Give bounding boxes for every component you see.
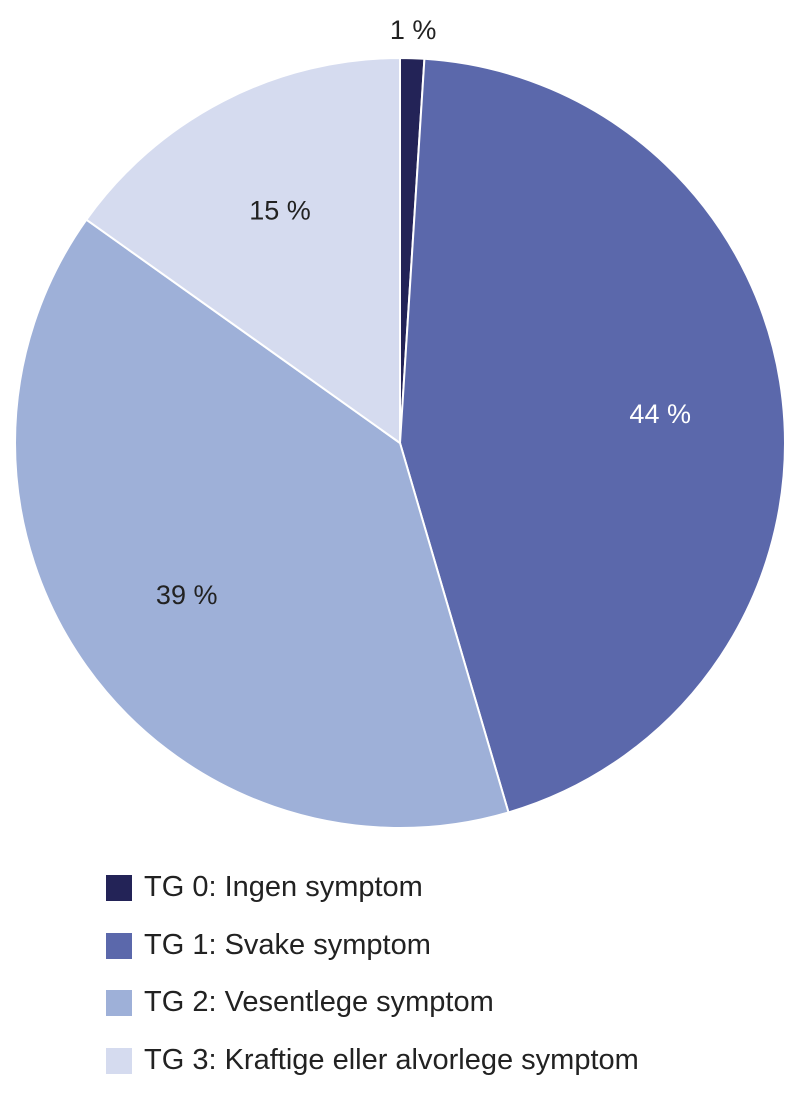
legend-label-tg1: TG 1: Svake symptom bbox=[144, 926, 431, 964]
legend-swatch-tg2 bbox=[106, 990, 132, 1016]
legend: TG 0: Ingen symptom TG 1: Svake symptom … bbox=[106, 868, 639, 1098]
slice-label-1: 44 % bbox=[629, 399, 691, 429]
legend-item-tg3: TG 3: Kraftige eller alvorlege symptom bbox=[106, 1041, 639, 1098]
legend-swatch-tg3 bbox=[106, 1048, 132, 1074]
legend-swatch-tg0 bbox=[106, 875, 132, 901]
pie-chart: 1 % 44 % 39 % 15 % bbox=[0, 0, 800, 840]
legend-label-tg3: TG 3: Kraftige eller alvorlege symptom bbox=[144, 1041, 639, 1079]
legend-item-tg0: TG 0: Ingen symptom bbox=[106, 868, 639, 926]
pie-slices bbox=[15, 58, 785, 828]
legend-item-tg1: TG 1: Svake symptom bbox=[106, 926, 639, 984]
slice-label-3: 15 % bbox=[249, 195, 311, 225]
legend-item-tg2: TG 2: Vesentlege symptom bbox=[106, 983, 639, 1041]
slice-label-2: 39 % bbox=[156, 580, 218, 610]
legend-swatch-tg1 bbox=[106, 933, 132, 959]
slice-label-0: 1 % bbox=[390, 15, 437, 45]
legend-label-tg0: TG 0: Ingen symptom bbox=[144, 868, 423, 906]
legend-label-tg2: TG 2: Vesentlege symptom bbox=[144, 983, 494, 1021]
